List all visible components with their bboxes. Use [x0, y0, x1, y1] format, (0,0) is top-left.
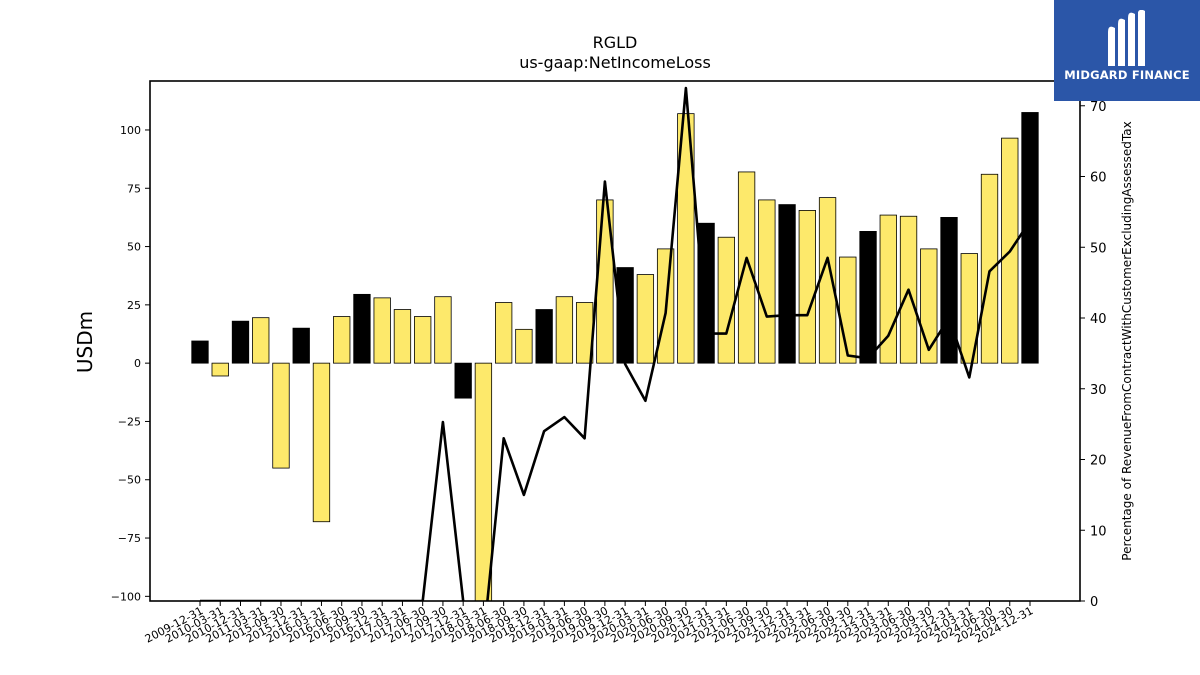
bar	[839, 256, 857, 364]
bar	[1021, 112, 1039, 364]
bar	[312, 362, 331, 523]
line-path	[200, 86, 1032, 601]
bar	[393, 309, 412, 364]
y-tick-label: 75	[127, 182, 141, 195]
y-tick-label: −75	[118, 532, 141, 545]
bar	[980, 173, 999, 364]
bar	[373, 297, 391, 364]
bar	[859, 230, 877, 364]
bar	[353, 293, 371, 364]
bar	[474, 362, 493, 601]
y2-axis-label: Percentage of RevenueFromContractWithCus…	[1120, 121, 1134, 560]
bar	[555, 296, 574, 364]
y2-tick-label: 70	[1090, 100, 1107, 115]
y2-tick-label: 0	[1090, 595, 1098, 610]
bar	[454, 362, 472, 399]
bar	[495, 302, 513, 364]
y-tick-label: 0	[134, 357, 141, 370]
y2-tick-label: 20	[1090, 454, 1107, 469]
y-tick-label: 25	[127, 299, 141, 312]
bar	[737, 171, 756, 364]
bar	[191, 340, 209, 364]
y2-tick-label: 50	[1090, 241, 1107, 256]
bar	[798, 210, 816, 364]
plot-frame	[149, 80, 1081, 602]
chart-title: RGLD	[593, 33, 638, 52]
y2-tick-label: 30	[1090, 383, 1107, 398]
y2-tick-label: 40	[1090, 312, 1107, 327]
plot-area: −100−75−50−25025507510001020304050607020…	[111, 80, 1107, 646]
bar	[252, 317, 270, 364]
bar	[231, 320, 250, 364]
chart-subtitle: us-gaap:NetIncomeLoss	[519, 53, 711, 72]
y-tick-label: −100	[111, 590, 141, 603]
bar	[211, 362, 229, 377]
bar	[778, 204, 796, 364]
bar	[535, 309, 553, 364]
y-tick-label: −25	[118, 415, 141, 428]
bar	[940, 217, 958, 364]
bar	[677, 113, 695, 364]
bar	[292, 327, 310, 364]
bar	[697, 222, 715, 364]
brand-logo: MIDGARD FINANCE	[1054, 0, 1200, 101]
midgard-logo-icon	[1108, 10, 1145, 67]
line-series	[200, 86, 1032, 601]
bar	[717, 236, 735, 364]
bar	[515, 328, 533, 364]
bar	[636, 274, 655, 364]
y2-tick-label: 10	[1090, 524, 1107, 539]
y-tick-label: 50	[127, 241, 141, 254]
bar	[414, 316, 432, 364]
y-tick-label: 100	[120, 124, 141, 137]
bar	[960, 253, 978, 364]
bar	[333, 316, 351, 364]
bar	[272, 362, 290, 469]
y-tick-label: −50	[118, 474, 141, 487]
bar-series	[191, 112, 1039, 601]
y-axis-label: USDm	[73, 311, 97, 373]
bar	[434, 296, 452, 364]
logo-text: MIDGARD FINANCE	[1064, 68, 1190, 82]
bar	[758, 199, 776, 364]
y2-tick-label: 60	[1090, 171, 1107, 186]
